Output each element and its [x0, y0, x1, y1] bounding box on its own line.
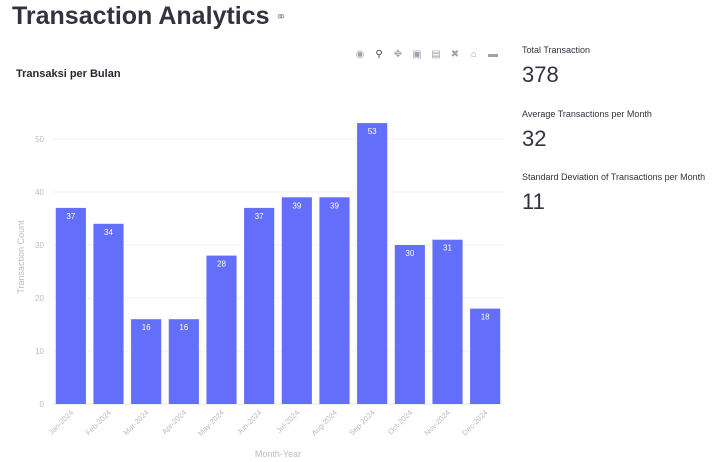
metric-value-average: 32	[522, 126, 547, 151]
y-tick-label: 50	[35, 135, 44, 144]
metric-label-std-dev: Standard Deviation of Transactions per M…	[522, 172, 706, 182]
bar-data-label: 39	[292, 201, 301, 210]
y-tick-label: 0	[40, 400, 45, 409]
bar	[357, 123, 388, 404]
bar-data-label: 18	[481, 313, 490, 322]
camera-icon[interactable]: ◉	[355, 48, 365, 60]
zoom-out-icon[interactable]: ▤	[431, 48, 441, 60]
x-tick-label: Jun-2024	[235, 408, 263, 436]
x-tick-label: Dec-2024	[460, 408, 489, 437]
metric-value-total: 378	[522, 62, 559, 87]
chart-svg: 0 10 20 30 40 50 Transaction Count 37 Jan-2024 34…	[16, 123, 504, 459]
bar-data-label: 16	[142, 323, 151, 332]
x-tick-label: Mar-2024	[122, 408, 151, 437]
bar	[281, 197, 312, 404]
bar-data-label: 37	[66, 212, 75, 221]
page-title-text: Transaction Analytics	[12, 2, 270, 30]
x-tick-label: Jul-2024	[275, 408, 302, 435]
y-tick-label: 10	[35, 347, 44, 356]
reset-axes-icon[interactable]: ⌂	[470, 48, 478, 60]
anchor-link-icon[interactable]: ⚭	[275, 9, 287, 25]
x-tick-label: Jan-2024	[47, 408, 75, 436]
chart-title: Transaksi per Bulan	[16, 68, 121, 80]
bar-data-label: 53	[368, 127, 377, 136]
x-axis-title: Month-Year	[255, 449, 301, 459]
page-title: Transaction Analytics ⚭	[12, 2, 286, 31]
bar-data-label: 28	[217, 260, 226, 269]
x-tick-label: May-2024	[196, 408, 226, 438]
y-tick-label: 40	[35, 188, 44, 197]
bar-data-label: 34	[104, 228, 113, 237]
x-tick-label: Aug-2024	[310, 408, 339, 437]
x-tick-label: Sep-2024	[347, 408, 376, 437]
chart-modebar: ◉ ⚲ ✥ ▣ ▤ ✖ ⌂ ▬	[352, 46, 501, 62]
bar	[432, 239, 463, 404]
bar-data-label: 16	[179, 323, 188, 332]
zoom-in-icon[interactable]: ▣	[412, 48, 422, 60]
x-tick-label: Nov-2024	[423, 408, 452, 437]
plotly-logo-icon[interactable]: ▬	[488, 48, 498, 60]
x-tick-label: Oct-2024	[386, 408, 414, 436]
bar-data-label: 39	[330, 201, 339, 210]
bar-data-label: 31	[443, 244, 452, 253]
metric-label-total: Total Transaction	[522, 45, 591, 55]
bar-data-label: 37	[255, 212, 264, 221]
bar	[394, 245, 425, 404]
bar	[55, 207, 86, 404]
bar	[131, 319, 162, 404]
bar	[206, 255, 237, 404]
y-tick-label: 20	[35, 294, 44, 303]
autoscale-icon[interactable]: ✖	[450, 48, 460, 60]
bar	[168, 319, 199, 404]
bar	[319, 197, 350, 404]
y-axis-title: Transaction Count	[16, 220, 26, 294]
bar	[470, 308, 501, 404]
metric-label-average: Average Transactions per Month	[522, 109, 652, 119]
x-tick-label: Apr-2024	[160, 408, 188, 436]
zoom-icon[interactable]: ⚲	[375, 48, 383, 60]
bar	[93, 223, 124, 404]
x-tick-label: Feb-2024	[84, 408, 113, 437]
pan-icon[interactable]: ✥	[393, 48, 403, 60]
bar	[244, 207, 275, 404]
y-tick-label: 30	[35, 241, 44, 250]
bar-chart: 0 10 20 30 40 50 Transaction Count 37 Jan-2024 34…	[16, 123, 504, 459]
bar-data-label: 30	[405, 249, 414, 258]
metric-value-std-dev: 11	[522, 189, 545, 214]
